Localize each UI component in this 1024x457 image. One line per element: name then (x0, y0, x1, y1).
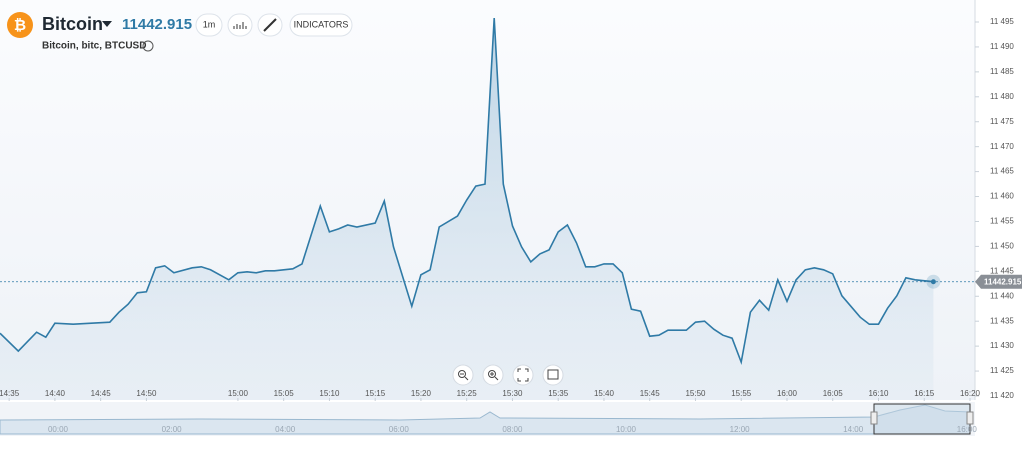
y-tick-label: 11 450 (990, 242, 1014, 251)
x-tick-label: 16:05 (823, 389, 844, 398)
dropdown-arrow[interactable] (102, 21, 112, 27)
y-tick-label: 11 460 (990, 192, 1014, 201)
x-tick-label: 14:35 (0, 389, 20, 398)
y-tick-label: 11 480 (990, 92, 1014, 101)
y-tick-label: 11 485 (990, 67, 1014, 76)
indicators-label[interactable]: INDICATORS (294, 19, 349, 29)
x-tick-label: 14:50 (136, 389, 157, 398)
x-tick-label: 15:55 (731, 389, 752, 398)
y-tick-label: 11 455 (990, 217, 1014, 226)
x-tick-label: 15:20 (411, 389, 432, 398)
navigator-label: 10:00 (616, 425, 637, 434)
bitcoin-icon (7, 12, 33, 38)
x-tick-label: 15:10 (319, 389, 340, 398)
x-tick-label: 14:45 (91, 389, 112, 398)
y-tick-label: 11 420 (990, 391, 1014, 400)
title[interactable]: Bitcoin (42, 14, 103, 34)
x-tick-label: 16:10 (868, 389, 889, 398)
x-tick-label: 15:40 (594, 389, 615, 398)
interval-button[interactable] (195, 13, 223, 37)
y-tick-label: 11 425 (990, 366, 1014, 375)
price-tag (975, 274, 1022, 289)
x-tick-label: 15:15 (365, 389, 386, 398)
price-line (0, 17, 934, 366)
chart-type-icon (233, 22, 247, 29)
y-tick-label: 11 430 (990, 341, 1014, 350)
zoom-out-button[interactable] (452, 364, 474, 386)
info-icon[interactable] (142, 40, 154, 52)
x-tick-label: 15:45 (640, 389, 661, 398)
screenshot-icon (547, 369, 559, 380)
interval-label[interactable]: 1m (203, 19, 216, 29)
fullscreen-icon (517, 368, 529, 382)
zoom-in-button[interactable] (482, 364, 504, 386)
screenshot-button[interactable] (542, 364, 564, 386)
y-tick-label: 11 465 (990, 167, 1014, 176)
price-tag-label: 11442.915 (984, 277, 1022, 286)
zoom-out-icon (458, 370, 466, 378)
x-tick-label: 15:00 (228, 389, 249, 398)
y-tick-label: 11 445 (990, 266, 1014, 275)
y-tick-label: 11 470 (990, 142, 1014, 151)
area-fill (0, 18, 934, 400)
navigator-label: 12:00 (730, 425, 751, 434)
header-price: 11442.915 (122, 16, 192, 33)
y-tick-label: 11 475 (990, 117, 1014, 126)
x-tick-label: 16:00 (777, 389, 798, 398)
navigator-label: 02:00 (162, 425, 183, 434)
navigator-label: 16:00 (957, 425, 978, 434)
x-tick-label: 15:35 (548, 389, 569, 398)
x-tick-label: 15:25 (457, 389, 478, 398)
y-tick-label: 11 490 (990, 42, 1014, 51)
navigator-label: 14:00 (843, 425, 864, 434)
x-tick-label: 16:15 (914, 389, 935, 398)
navigator-window[interactable] (873, 403, 971, 435)
bitcoin-symbol: ₿ (14, 17, 26, 34)
zoom-in-icon (488, 370, 496, 378)
navigator-label: 06:00 (389, 425, 410, 434)
draw-icon (263, 18, 277, 32)
fullscreen-button[interactable] (512, 364, 534, 386)
y-tick-label: 11 495 (990, 17, 1014, 26)
navigator-handle[interactable] (966, 411, 974, 425)
x-tick-label: 14:40 (45, 389, 66, 398)
subtitle: Bitcoin, bitc, BTCUSD (42, 41, 146, 52)
current-price-dot (930, 279, 936, 285)
navigator-label: 00:00 (48, 425, 69, 434)
x-tick-label: 15:50 (685, 389, 706, 398)
x-tick-label: 16:20 (960, 389, 981, 398)
x-tick-label: 15:05 (274, 389, 295, 398)
indicators-button[interactable] (289, 13, 353, 37)
y-tick-label: 11 440 (990, 291, 1014, 300)
x-tick-label: 15:30 (502, 389, 523, 398)
navigator-handle[interactable] (870, 411, 878, 425)
navigator-label: 08:00 (502, 425, 523, 434)
navigator-label: 04:00 (275, 425, 296, 434)
y-tick-label: 11 435 (990, 316, 1014, 325)
